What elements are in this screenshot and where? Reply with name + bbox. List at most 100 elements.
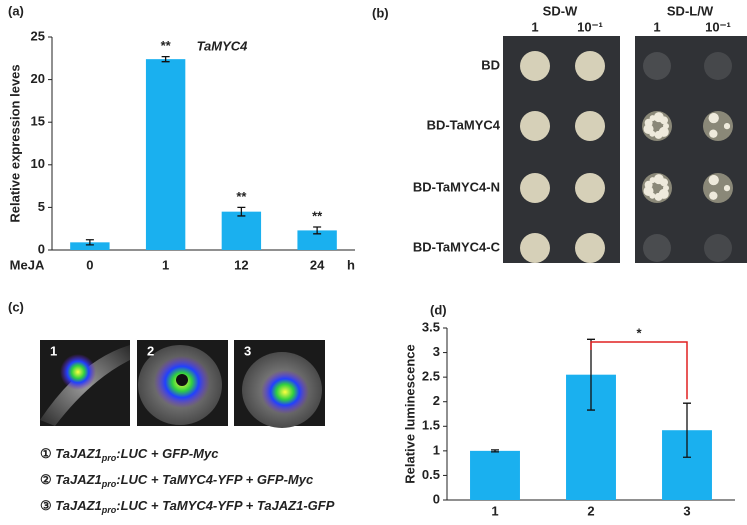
images: [40, 340, 325, 428]
colony: [520, 173, 550, 203]
x-tick-label: 3: [683, 503, 690, 518]
error-bar: [161, 55, 170, 63]
legend-part: pro: [101, 479, 117, 489]
colony: [649, 192, 656, 199]
dilution-label: 10⁻¹: [705, 19, 731, 34]
legend-part: TaJAZ1: [55, 472, 101, 487]
colony: [575, 173, 605, 203]
colony: [520, 111, 550, 141]
colony: [520, 233, 550, 263]
error-bar: [683, 402, 691, 458]
colony: [575, 51, 605, 81]
colony: [520, 51, 550, 81]
colony: [644, 180, 653, 189]
colony: [709, 191, 718, 200]
bar: [221, 211, 262, 250]
panel-label: (b): [372, 5, 389, 20]
image-label: 2: [147, 343, 154, 358]
panel-label: (c): [8, 299, 24, 314]
colony: [704, 234, 732, 262]
image-label: 3: [244, 343, 251, 358]
y-tick-label: 25: [31, 28, 45, 43]
bar: [297, 230, 337, 250]
colony: [708, 113, 719, 124]
y-axis-label: Relative luminescence: [402, 344, 417, 483]
x-tick-label: 1: [162, 257, 169, 272]
legend-part: pro: [101, 453, 117, 463]
error-bar: [237, 206, 246, 217]
y-tick-label: 2.5: [422, 369, 440, 384]
legend-part: pro: [101, 505, 117, 515]
comparison-bracket: [590, 341, 688, 400]
legend-line: ① TaJAZ1pro:LUC + GFP-Myc: [40, 446, 219, 463]
y-tick-label: 0: [433, 491, 440, 506]
colony: [658, 126, 669, 137]
dilution-label: 10⁻¹: [577, 19, 603, 34]
comparison-label: *: [636, 325, 642, 340]
colony: [709, 129, 718, 138]
y-tick-label: 2: [433, 393, 440, 408]
image-label: 1: [50, 343, 57, 358]
colony: [708, 175, 719, 186]
legend-part: :LUC + TaMYC4-YFP + GFP-Myc: [116, 472, 314, 487]
y-tick-label: 5: [38, 199, 45, 214]
y-tick-label: 3.5: [422, 319, 440, 334]
y-tick-label: 1: [433, 442, 440, 457]
dilution-label: 1: [653, 19, 660, 34]
bar: [70, 242, 110, 250]
x-prefix: MeJA: [10, 257, 45, 272]
colony: [658, 188, 669, 199]
significance: **: [236, 189, 247, 204]
x-tick-label: 24: [310, 257, 325, 272]
x-tick-label: 12: [234, 257, 248, 272]
colony: [649, 130, 656, 137]
y-tick-label: 10: [31, 156, 45, 171]
error-bar: [491, 449, 499, 453]
colony: [644, 118, 653, 127]
row-label: BD: [481, 57, 500, 72]
x-unit: h: [347, 257, 355, 272]
legend-line: ③ TaJAZ1pro:LUC + TaMYC4-YFP + TaJAZ1-GF…: [40, 498, 335, 515]
colony: [653, 174, 664, 185]
colony: [575, 111, 605, 141]
chart-title: TaMYC4: [197, 38, 249, 53]
column-title: SD-L/W: [667, 3, 714, 18]
row-label: BD-TaMYC4: [427, 117, 501, 132]
legend-line: ② TaJAZ1pro:LUC + TaMYC4-YFP + GFP-Myc: [40, 472, 314, 489]
bar: [145, 59, 186, 250]
row-label: BD-TaMYC4-C: [413, 239, 501, 254]
significance: **: [312, 208, 323, 223]
legend-part: ③: [40, 498, 52, 513]
y-tick-label: 15: [31, 114, 45, 129]
colony: [704, 52, 732, 80]
colony: [643, 52, 671, 80]
y-tick-label: 0.5: [422, 467, 440, 482]
significance: **: [161, 38, 172, 53]
x-tick-label: 2: [587, 503, 594, 518]
panel-label: (d): [430, 302, 447, 317]
colony: [653, 112, 664, 123]
legend-part: :LUC + TaMYC4-YFP + TaJAZ1-GFP: [116, 498, 334, 513]
legend-part: TaJAZ1: [55, 446, 101, 461]
colony: [575, 233, 605, 263]
legend-part: ②: [40, 472, 52, 487]
legend-part: TaJAZ1: [55, 498, 101, 513]
y-axis-label: Relative expression leves: [7, 64, 22, 222]
dilution-label: 1: [531, 19, 538, 34]
x-tick-label: 0: [86, 257, 93, 272]
y-tick-label: 3: [433, 344, 440, 359]
error-bar: [85, 239, 94, 246]
error-bar: [313, 226, 322, 235]
legend-part: :LUC + GFP-Myc: [116, 446, 219, 461]
colony: [643, 234, 671, 262]
panel-label: (a): [8, 3, 24, 18]
colony: [723, 185, 730, 192]
x-tick-label: 1: [491, 503, 498, 518]
y-tick-label: 1.5: [422, 418, 440, 433]
legend-part: ①: [40, 446, 52, 461]
column-title: SD-W: [543, 3, 578, 18]
row-label: BD-TaMYC4-N: [413, 179, 500, 194]
error-bar: [587, 338, 595, 411]
y-tick-label: 0: [38, 241, 45, 256]
